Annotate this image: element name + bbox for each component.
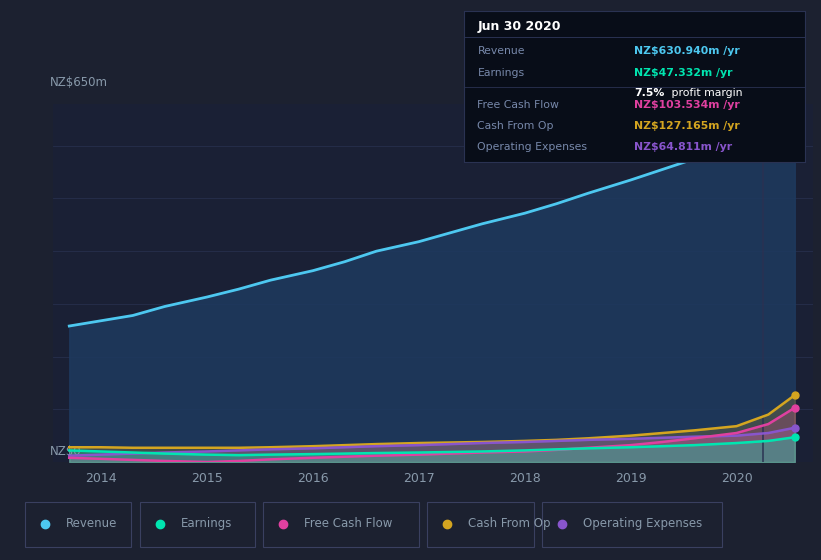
Text: Earnings: Earnings <box>181 517 232 530</box>
Text: NZ$103.534m /yr: NZ$103.534m /yr <box>635 100 740 110</box>
Text: Revenue: Revenue <box>478 45 525 55</box>
Text: NZ$127.165m /yr: NZ$127.165m /yr <box>635 121 740 131</box>
Text: 7.5%: 7.5% <box>635 88 664 99</box>
Text: NZ$630.940m /yr: NZ$630.940m /yr <box>635 45 740 55</box>
Text: profit margin: profit margin <box>668 88 743 99</box>
Text: Free Cash Flow: Free Cash Flow <box>304 517 392 530</box>
Text: Free Cash Flow: Free Cash Flow <box>478 100 559 110</box>
Text: NZ$0: NZ$0 <box>49 445 81 459</box>
Text: Earnings: Earnings <box>478 68 525 78</box>
Text: NZ$64.811m /yr: NZ$64.811m /yr <box>635 142 732 152</box>
Text: Operating Expenses: Operating Expenses <box>583 517 702 530</box>
Text: Cash From Op: Cash From Op <box>468 517 550 530</box>
Text: Operating Expenses: Operating Expenses <box>478 142 588 152</box>
Text: NZ$47.332m /yr: NZ$47.332m /yr <box>635 68 732 78</box>
Text: NZ$650m: NZ$650m <box>49 76 108 89</box>
Text: Revenue: Revenue <box>66 517 117 530</box>
Text: Cash From Op: Cash From Op <box>478 121 554 131</box>
Text: Jun 30 2020: Jun 30 2020 <box>478 20 561 33</box>
